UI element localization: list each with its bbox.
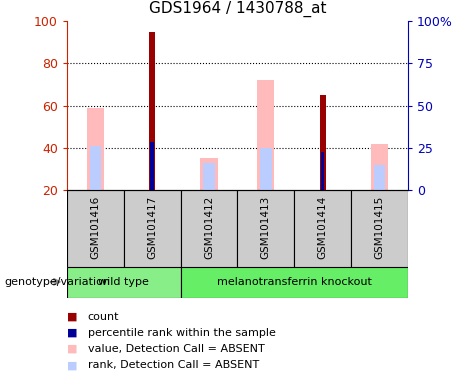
Bar xyxy=(203,163,215,190)
Text: GSM101412: GSM101412 xyxy=(204,196,214,260)
Text: GSM101415: GSM101415 xyxy=(374,196,384,260)
Text: wild type: wild type xyxy=(98,277,149,287)
Bar xyxy=(149,32,155,190)
Bar xyxy=(67,267,181,298)
Text: percentile rank within the sample: percentile rank within the sample xyxy=(88,328,276,338)
Text: GSM101416: GSM101416 xyxy=(90,196,100,260)
Bar xyxy=(150,142,154,190)
Text: GSM101414: GSM101414 xyxy=(318,196,328,260)
Bar xyxy=(371,144,388,190)
Text: ■: ■ xyxy=(67,312,77,322)
Bar xyxy=(124,190,181,267)
Text: GSM101413: GSM101413 xyxy=(261,196,271,260)
Bar xyxy=(181,267,408,298)
Bar xyxy=(89,146,101,190)
Bar xyxy=(260,148,272,190)
Text: count: count xyxy=(88,312,119,322)
Text: value, Detection Call = ABSENT: value, Detection Call = ABSENT xyxy=(88,344,264,354)
Bar xyxy=(351,190,408,267)
Title: GDS1964 / 1430788_at: GDS1964 / 1430788_at xyxy=(148,1,326,17)
Bar xyxy=(237,190,294,267)
Bar xyxy=(374,165,385,190)
Text: ■: ■ xyxy=(67,360,77,370)
Bar xyxy=(181,190,237,267)
Bar xyxy=(294,190,351,267)
Bar xyxy=(87,108,104,190)
Text: GSM101417: GSM101417 xyxy=(147,196,157,260)
Bar xyxy=(321,152,325,190)
Text: ■: ■ xyxy=(67,328,77,338)
Text: ■: ■ xyxy=(67,344,77,354)
Bar xyxy=(67,190,124,267)
Text: genotype/variation: genotype/variation xyxy=(5,277,111,287)
Text: rank, Detection Call = ABSENT: rank, Detection Call = ABSENT xyxy=(88,360,259,370)
Bar xyxy=(320,95,325,190)
Text: melanotransferrin knockout: melanotransferrin knockout xyxy=(217,277,372,287)
Bar xyxy=(257,80,274,190)
Bar xyxy=(201,158,218,190)
